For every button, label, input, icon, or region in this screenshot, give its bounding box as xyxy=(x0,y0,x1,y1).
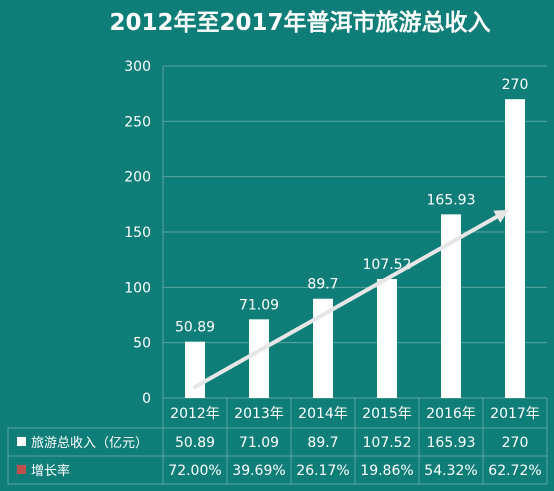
x-category-label: 2017年 xyxy=(490,406,540,422)
table-cell-income: 50.89 xyxy=(175,435,215,451)
y-tick-label: 50 xyxy=(133,336,151,352)
gridlines xyxy=(162,65,547,399)
bar xyxy=(249,319,269,398)
bar-value-label: 270 xyxy=(502,77,529,93)
legend-swatch-growth xyxy=(17,465,26,474)
legend-label-income: 旅游总收入（亿元） xyxy=(31,436,148,451)
table-cell-income: 89.7 xyxy=(307,435,338,451)
x-category-label: 2016年 xyxy=(426,406,476,422)
table-cell-growth: 26.17% xyxy=(296,463,349,479)
trend-arrow-line xyxy=(193,214,499,389)
bar xyxy=(441,214,461,398)
table-cell-growth: 54.32% xyxy=(424,463,477,479)
y-axis-ticks: 0 50 100 150 200 250 300 xyxy=(124,59,151,407)
bar xyxy=(185,341,205,398)
table-cell-growth: 39.69% xyxy=(232,463,285,479)
bar-value-label: 71.09 xyxy=(239,297,279,313)
table-cell-income: 165.93 xyxy=(427,435,476,451)
bar xyxy=(505,99,525,398)
table-cell-growth: 19.86% xyxy=(360,463,413,479)
bars xyxy=(185,99,525,398)
y-tick-label: 300 xyxy=(124,59,151,75)
x-category-label: 2014年 xyxy=(298,406,348,422)
table-cell-growth: 62.72% xyxy=(488,463,541,479)
legend-label-growth: 增长率 xyxy=(31,463,70,479)
y-tick-label: 250 xyxy=(124,114,151,130)
x-category-label: 2012年 xyxy=(170,406,220,422)
bar-value-label: 50.89 xyxy=(175,320,215,336)
chart-title: 2012年至2017年普洱市旅游总收入 xyxy=(109,9,490,36)
x-category-label: 2013年 xyxy=(234,406,284,422)
bar-value-label: 89.7 xyxy=(307,277,338,293)
y-tick-label: 150 xyxy=(124,225,151,241)
table-cell-income: 270 xyxy=(502,435,529,451)
table-cell-growth: 72.00% xyxy=(168,463,221,479)
bar-value-label: 165.93 xyxy=(427,192,476,208)
table-cell-income: 71.09 xyxy=(239,435,279,451)
trend-arrow xyxy=(193,209,509,389)
legend-swatch-income xyxy=(17,437,26,446)
y-tick-label: 200 xyxy=(124,170,151,186)
bar-value-label: 107.52 xyxy=(363,257,412,273)
bar xyxy=(377,279,397,398)
y-tick-label: 0 xyxy=(142,391,151,407)
table-cell-income: 107.52 xyxy=(363,435,412,451)
bar xyxy=(313,298,333,398)
bar-value-labels: 50.89 71.09 89.7 107.52 165.93 270 xyxy=(175,77,528,335)
y-tick-label: 100 xyxy=(124,280,151,296)
x-category-label: 2015年 xyxy=(362,406,412,422)
trend-arrow-head xyxy=(493,209,509,223)
